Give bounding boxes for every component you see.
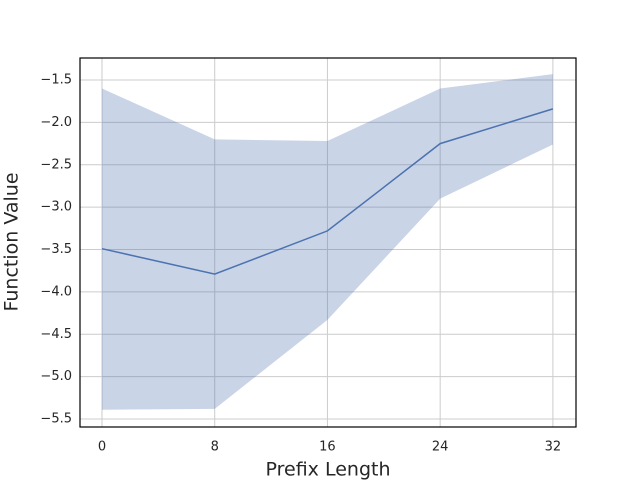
y-tick-label: −3.5 <box>40 242 72 257</box>
y-tick-label: −2.0 <box>40 115 72 130</box>
line <box>101 108 554 275</box>
y-tick-label: −3.0 <box>40 200 72 215</box>
plot-frame <box>79 57 577 428</box>
y-tick-label: −5.0 <box>40 369 72 384</box>
x-tick-label: 24 <box>432 440 449 455</box>
y-tick-label: −4.0 <box>40 284 72 299</box>
y-axis-label: Function Value <box>1 172 23 311</box>
x-tick-label: 16 <box>319 440 336 455</box>
confidence-band <box>101 74 553 410</box>
y-tick-label: −2.5 <box>40 157 72 172</box>
x-tick-label: 0 <box>98 440 106 455</box>
x-tick-label: 8 <box>211 440 219 455</box>
x-axis-label: Prefix Length <box>266 459 391 480</box>
x-tick-label: 32 <box>545 440 562 455</box>
y-tick-label: −4.5 <box>40 327 72 342</box>
y-tick-label: −5.5 <box>40 412 72 427</box>
y-tick-label: −1.5 <box>40 73 72 88</box>
